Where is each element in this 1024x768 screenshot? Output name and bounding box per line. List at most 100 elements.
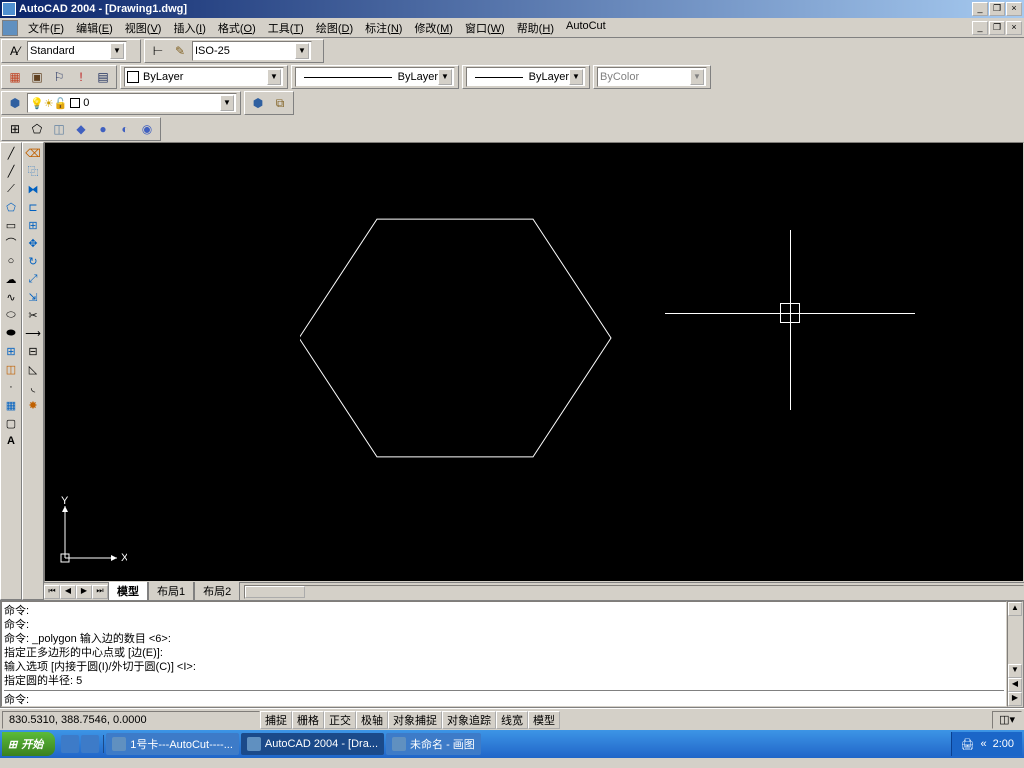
view-btn-1[interactable]: ⊞ [5, 119, 25, 139]
mdi-restore-button[interactable]: ❐ [989, 21, 1005, 35]
spline-tool[interactable]: ∿ [2, 288, 20, 306]
rectangle-tool[interactable]: ▭ [2, 216, 20, 234]
hatch-tool[interactable]: ▦ [2, 396, 20, 414]
maximize-button[interactable]: ❐ [989, 2, 1005, 16]
view-btn-2[interactable]: ⬠ [27, 119, 47, 139]
dropdown-arrow-icon[interactable]: ▼ [295, 43, 309, 59]
status-toggle[interactable]: 模型 [528, 711, 560, 729]
chamfer-tool[interactable]: ◺ [24, 360, 42, 378]
insert-tool[interactable]: ⊞ [2, 342, 20, 360]
tab-first-button[interactable]: ⏮ [44, 585, 60, 599]
taskbar-item[interactable]: AutoCAD 2004 - [Dra... [241, 733, 384, 755]
coordinates-display[interactable]: 830.5310, 388.7546, 0.0000 [2, 711, 260, 729]
dropdown-arrow-icon[interactable]: ▼ [220, 95, 234, 111]
arc-tool[interactable]: ⌒ [2, 234, 20, 252]
block-tool[interactable]: ◫ [2, 360, 20, 378]
taskbar-item[interactable]: 1号卡---AutoCut----... [106, 733, 239, 755]
layer-tools-button[interactable]: ⧉ [270, 93, 290, 113]
command-history[interactable]: 命令: 命令: 命令: _polygon 输入边的数目 <6>: 指定正多边形的… [1, 601, 1007, 707]
h-scrollbar[interactable] [244, 585, 1024, 599]
stretch-tool[interactable]: ⇲ [24, 288, 42, 306]
taskbar-item[interactable]: 未命名 - 画图 [386, 733, 481, 755]
ellipsearc-tool[interactable]: ⬬ [2, 324, 20, 342]
mdi-minimize-button[interactable]: _ [972, 21, 988, 35]
dropdown-arrow-icon[interactable]: ▼ [569, 69, 583, 85]
status-toggle[interactable]: 线宽 [496, 711, 528, 729]
status-toggle[interactable]: 栅格 [292, 711, 324, 729]
status-toggle[interactable]: 极轴 [356, 711, 388, 729]
menu-E[interactable]: 编辑(E) [70, 18, 119, 38]
status-toggle[interactable]: 正交 [324, 711, 356, 729]
layer-manager-button[interactable]: ⬢ [5, 93, 25, 113]
text-style-dropdown[interactable]: Standard ▼ [27, 41, 127, 61]
tray-prev-button[interactable]: « [980, 738, 986, 750]
view-wireframe-button[interactable]: ◫ [49, 119, 69, 139]
rotate-tool[interactable]: ↻ [24, 252, 42, 270]
view-shade4-button[interactable]: ◉ [137, 119, 157, 139]
pline-tool[interactable]: ⟋ [2, 180, 20, 198]
layer-dropdown[interactable]: 💡 ☀ 🔓 0 ▼ [27, 93, 237, 113]
copy-tool[interactable]: ⿻ [24, 162, 42, 180]
menu-D[interactable]: 绘图(D) [310, 18, 359, 38]
explode-tool[interactable]: ✸ [24, 396, 42, 414]
desktop-icon[interactable] [81, 735, 99, 753]
color-dropdown[interactable]: ByLayer ▼ [124, 67, 284, 87]
fillet-tool[interactable]: ◟ [24, 378, 42, 396]
point-tool[interactable]: · [2, 378, 20, 396]
tab-last-button[interactable]: ⏭ [92, 585, 108, 599]
mdi-icon[interactable] [2, 20, 18, 36]
start-button[interactable]: ⊞ 开始 [2, 732, 55, 756]
trim-tool[interactable]: ✂ [24, 306, 42, 324]
menu-I[interactable]: 插入(I) [167, 18, 211, 38]
view-shade1-button[interactable]: ◆ [71, 119, 91, 139]
menu-O[interactable]: 格式(O) [212, 18, 262, 38]
ellipse-tool[interactable]: ⬭ [2, 306, 20, 324]
linetype-dropdown[interactable]: ByLayer ▼ [295, 67, 455, 87]
xline-tool[interactable]: ╱ [2, 162, 20, 180]
menu-H[interactable]: 帮助(H) [511, 18, 560, 38]
view-shade2-button[interactable]: ● [93, 119, 113, 139]
menu-W[interactable]: 窗口(W) [459, 18, 511, 38]
polygon-tool[interactable]: ⬠ [2, 198, 20, 216]
menu-AutoCut[interactable]: AutoCut [560, 18, 612, 38]
view-shade3-button[interactable]: ◐ [115, 119, 135, 139]
mdi-close-button[interactable]: × [1006, 21, 1022, 35]
scale-tool[interactable]: ⤢ [24, 270, 42, 288]
region-tool[interactable]: ▢ [2, 414, 20, 432]
dim-style-dropdown[interactable]: ISO-25 ▼ [192, 41, 312, 61]
layout-tab[interactable]: 模型 [108, 582, 148, 601]
clock[interactable]: 2:00 [993, 738, 1014, 750]
minimize-button[interactable]: _ [972, 2, 988, 16]
break-tool[interactable]: ⊟ [24, 342, 42, 360]
status-toggle[interactable]: 对象追踪 [442, 711, 496, 729]
revcloud-tool[interactable]: ☁ [2, 270, 20, 288]
layer-prev-button[interactable]: ⬢ [248, 93, 268, 113]
mirror-tool[interactable]: ⧓ [24, 180, 42, 198]
extend-tool[interactable]: ⟶ [24, 324, 42, 342]
dropdown-arrow-icon[interactable]: ▼ [438, 69, 452, 85]
menu-V[interactable]: 视图(V) [119, 18, 168, 38]
move-tool[interactable]: ✥ [24, 234, 42, 252]
prop-btn-4[interactable]: ! [71, 67, 91, 87]
command-scrollbar[interactable]: ▲ ▼ ◀ ▶ [1007, 601, 1023, 707]
drawing-canvas[interactable]: X Y [44, 142, 1024, 582]
menu-F[interactable]: 文件(F) [22, 18, 70, 38]
mtext-tool[interactable]: A [2, 432, 20, 450]
prop-btn-5[interactable]: ▤ [93, 67, 113, 87]
prop-btn-2[interactable]: ▣ [27, 67, 47, 87]
dim-style-btn[interactable]: ⊢ [148, 41, 168, 61]
text-style-icon[interactable]: A⁄ [5, 41, 25, 61]
layout-tab[interactable]: 布局2 [194, 582, 240, 601]
menu-T[interactable]: 工具(T) [262, 18, 310, 38]
menu-M[interactable]: 修改(M) [408, 18, 459, 38]
tab-prev-button[interactable]: ◀ [60, 585, 76, 599]
dropdown-arrow-icon[interactable]: ▼ [110, 43, 124, 59]
layout-tab[interactable]: 布局1 [148, 582, 194, 601]
status-tray-icon[interactable]: ◫▾ [992, 711, 1022, 729]
dim-brush-icon[interactable]: ✎ [170, 41, 190, 61]
ie-icon[interactable] [61, 735, 79, 753]
prop-btn-3[interactable]: ⚐ [49, 67, 69, 87]
erase-tool[interactable]: ⌫ [24, 144, 42, 162]
line-tool[interactable]: ╱ [2, 144, 20, 162]
close-button[interactable]: × [1006, 2, 1022, 16]
